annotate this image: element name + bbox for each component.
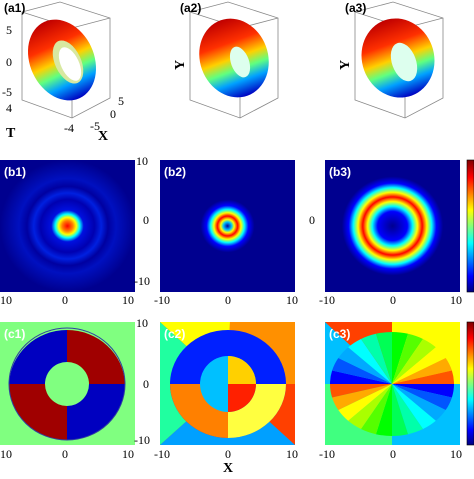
x-tick: 0: [390, 293, 396, 307]
x-tick: 0: [110, 107, 116, 121]
phase-map: [325, 322, 460, 445]
intensity-map: [0, 160, 135, 292]
x-tick: 10: [0, 293, 12, 307]
phase-wedge: [392, 384, 436, 430]
phase-wedge: [375, 384, 392, 436]
x-tick: 0: [225, 293, 231, 307]
x-tick: 10: [122, 447, 134, 461]
panel-label: (a2): [180, 1, 201, 15]
z-tick: -5: [2, 85, 12, 99]
t-tick: 4: [6, 101, 12, 115]
phase-wedge: [338, 347, 392, 384]
phase-wedge: [332, 358, 392, 384]
z-tick: 5: [6, 23, 12, 37]
x-tick: 0: [62, 447, 68, 461]
phase-wedge: [392, 384, 423, 435]
x-tick: 5: [118, 94, 124, 108]
x-tick: -10: [319, 293, 335, 307]
axis-label: T: [6, 126, 16, 141]
panel-label: (a1): [4, 1, 25, 15]
z-tick: 0: [6, 55, 12, 69]
phase-wedge: [392, 347, 446, 384]
phase-wedge: [392, 370, 454, 384]
phase-map: [160, 322, 295, 445]
x-tick: 0: [225, 447, 231, 461]
phase-wedge: [392, 384, 446, 421]
phase-wedge: [392, 333, 423, 384]
axis-label: Y: [173, 60, 188, 70]
phase-wedge: [392, 332, 409, 384]
phase-wedge: [375, 332, 392, 384]
x-tick: -5: [90, 119, 100, 133]
intensity-map: [160, 160, 295, 292]
x-tick: 10: [286, 293, 298, 307]
phase-wedge: [392, 384, 452, 410]
phase-wedge: [330, 370, 392, 384]
y-tick: 0: [143, 213, 149, 227]
panel-label: (c3): [329, 327, 350, 341]
x-tick: -10: [154, 293, 170, 307]
phase-wedge: [330, 384, 392, 398]
phase-wedge: [392, 384, 454, 398]
y-tick: 0: [309, 213, 315, 227]
phase-wedge: [392, 338, 436, 384]
y-tick: -10: [134, 274, 150, 288]
x-tick: 0: [62, 293, 68, 307]
panel-label: (a3): [345, 1, 366, 15]
x-tick: 10: [286, 447, 298, 461]
x-tick: -10: [319, 447, 335, 461]
phase-wedge: [361, 333, 392, 384]
intensity-map: [325, 160, 460, 292]
axis-label: X: [223, 461, 233, 474]
phase-wedge: [338, 384, 392, 421]
phase-wedge: [332, 384, 392, 410]
axis-label: Y: [338, 60, 353, 70]
phase-wedge: [348, 338, 392, 384]
x-tick: 0: [390, 447, 396, 461]
phase-wedge: [392, 384, 409, 436]
x-tick: 10: [450, 447, 462, 461]
x-tick: 10: [0, 447, 12, 461]
x-tick: 10: [450, 293, 462, 307]
panel-a3: [354, 1, 444, 119]
x-tick: -10: [154, 447, 170, 461]
y-tick: 0: [143, 377, 149, 391]
phase-wedge: [348, 384, 392, 430]
phase-map: [0, 322, 135, 445]
phase-wedge: [361, 384, 392, 435]
panel-label: (c1): [4, 327, 25, 341]
panel-a1: [21, 1, 111, 119]
axis-label: X: [98, 129, 108, 144]
panel-label: (b2): [164, 165, 186, 179]
y-tick: 10: [136, 316, 148, 330]
panel-label: (b1): [4, 165, 26, 179]
x-tick: 10: [122, 293, 134, 307]
panel-label: (b3): [329, 165, 351, 179]
colorbar: [466, 321, 474, 446]
phase-wedge: [392, 358, 452, 384]
panel-label: (c2): [164, 327, 185, 341]
panel-a2: [189, 1, 279, 119]
y-tick: 10: [136, 154, 148, 168]
y-tick: -10: [134, 433, 150, 447]
t-tick: -4: [64, 121, 74, 135]
colorbar: [466, 159, 474, 293]
